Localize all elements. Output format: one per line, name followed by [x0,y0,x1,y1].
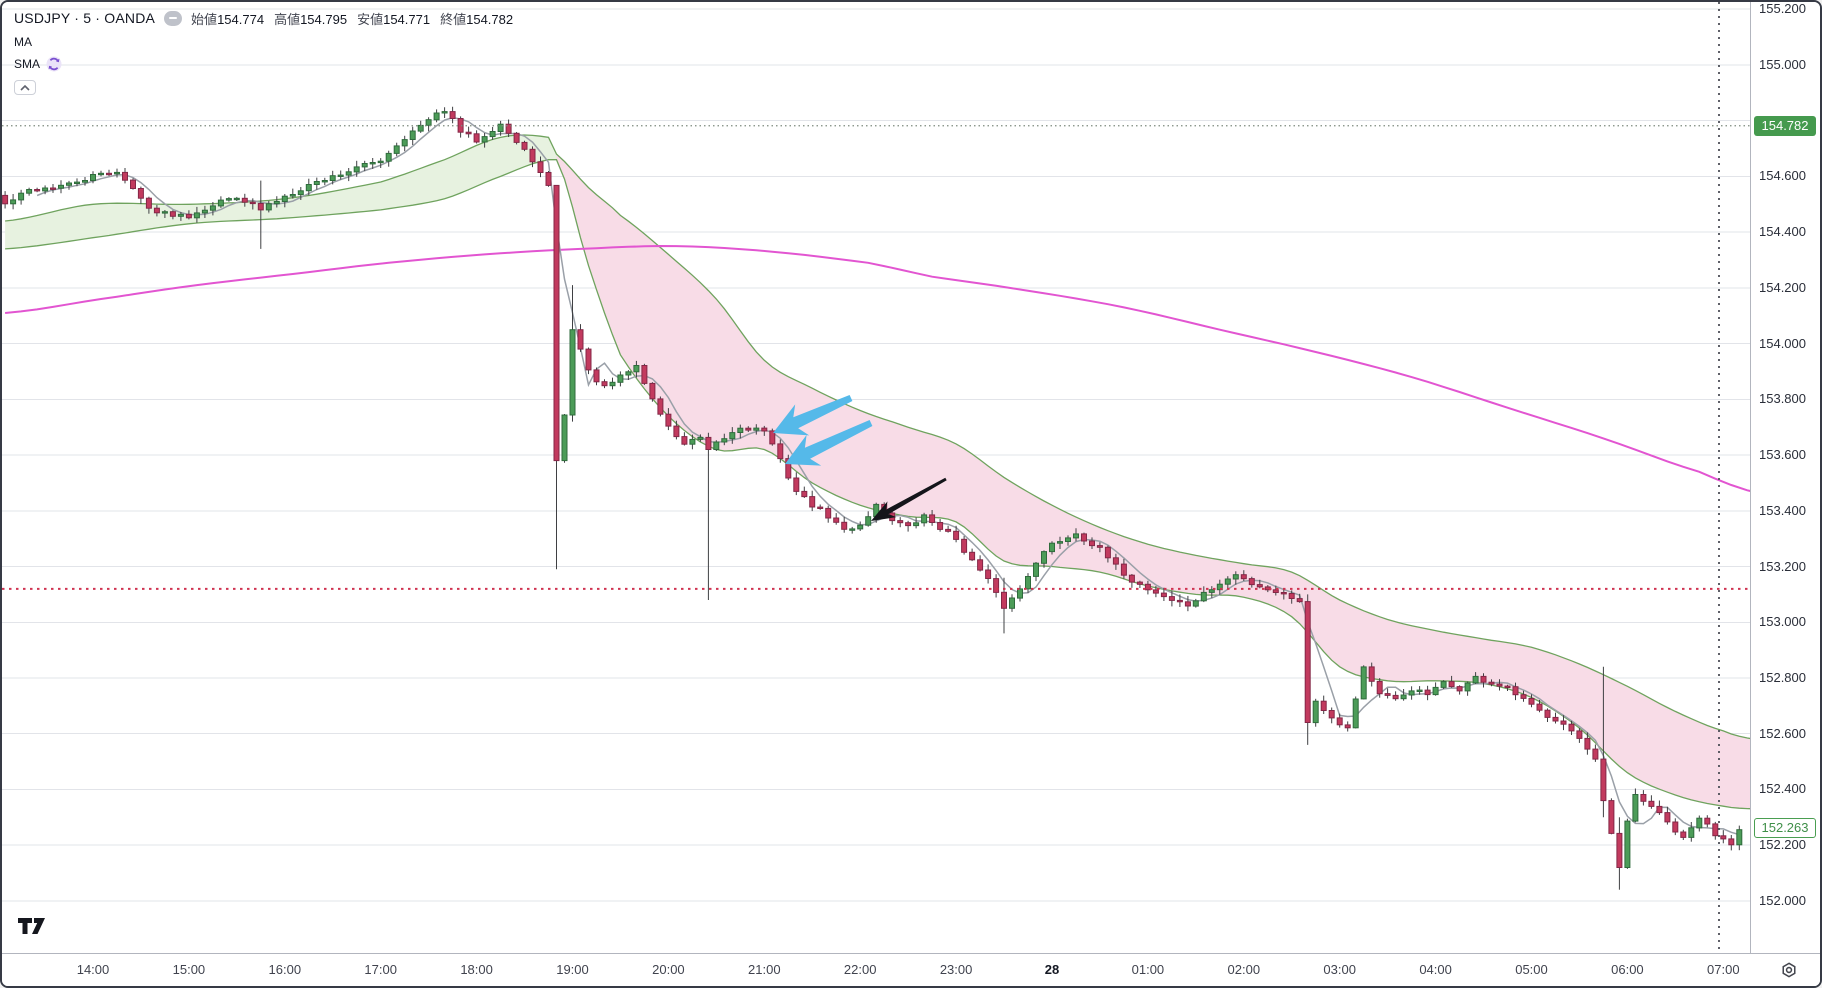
axis-settings-gear-icon[interactable] [1780,961,1800,981]
price-tick-label: 155.200 [1759,1,1806,17]
price-line-badge: 154.782 [1754,115,1816,136]
price-tick-label: 154.400 [1759,224,1806,240]
high-label: 高値 [274,11,301,27]
high-value: 154.795 [300,11,348,27]
indicator-ma-label[interactable]: MA [14,35,32,49]
legend-collapse-button[interactable] [14,80,36,95]
long-sma-line [5,244,1750,492]
time-tick-label: 28 [1044,962,1060,977]
indicator-sma-label[interactable]: SMA [14,57,41,71]
price-tick-label: 154.600 [1759,168,1806,184]
time-tick-label: 22:00 [843,962,877,977]
open-value: 154.774 [217,11,265,27]
price-tick-label: 152.600 [1759,725,1806,741]
time-tick-label: 19:00 [556,962,589,977]
time-tick-label: 18:00 [460,962,493,977]
close-label: 終値 [440,11,467,27]
gear-icon [1782,962,1796,978]
time-tick-label: 03:00 [1323,962,1356,977]
tradingview-logo[interactable] [16,915,52,939]
time-tick-label: 21:00 [748,962,781,977]
close-value: 154.782 [466,11,514,27]
price-tick-label: 152.000 [1759,892,1806,908]
last-price-badge: 152.263 [1754,817,1816,838]
time-tick-label: 16:00 [268,962,302,977]
thin-arrow-3[interactable] [871,477,947,521]
low-label: 安値 [357,11,384,27]
price-tick-label: 153.600 [1759,447,1806,463]
ma-ribbon [5,134,1750,810]
arrow-annotations [773,395,947,521]
ohlc-readout: 始値154.774 高値154.795 安値154.771 終値154.782 [191,9,513,28]
sync-loading-icon [46,56,62,72]
time-axis[interactable]: 14:00 15:00 16:00 17:00 18:00 19:00 20:00 21:00… [2,953,1820,986]
time-tick-label: 04:00 [1419,962,1452,977]
price-tick-label: 154.200 [1759,279,1806,295]
candlestick-chart[interactable] [2,2,1750,953]
minus-icon [169,17,178,19]
price-tick-label: 154.000 [1759,335,1806,351]
time-tick-label: 05:00 [1515,962,1548,977]
price-tick-label: 153.400 [1759,502,1806,518]
tradingview-logo-icon [18,918,45,934]
candles [2,106,1743,890]
hide-indicator-chip[interactable] [164,10,183,26]
time-tick-label: 06:00 [1611,962,1644,977]
symbol-title[interactable]: USDJPY · 5 · OANDA [14,10,156,26]
low-value: 154.771 [383,11,431,27]
price-axis[interactable]: 155.200155.000154.800154.600154.400154.2… [1750,2,1820,986]
chevron-up-icon [20,84,30,91]
price-tick-label: 152.800 [1759,669,1806,685]
price-tick-label: 152.200 [1759,837,1806,853]
time-tick-label: 01:00 [1131,962,1165,977]
time-tick-label: 15:00 [172,962,206,977]
open-label: 始値 [191,11,218,27]
time-tick-label: 20:00 [652,962,685,977]
price-tick-label: 153.000 [1759,614,1806,630]
time-tick-label: 23:00 [939,962,973,977]
price-pane[interactable]: USDJPY · 5 · OANDA 始値154.774 高値154.795 安… [2,2,1750,953]
marker-arrow-1[interactable] [773,395,853,436]
legend: USDJPY · 5 · OANDA 始値154.774 高値154.795 安… [14,8,513,95]
time-tick-label: 17:00 [364,962,397,977]
price-tick-label: 152.400 [1759,781,1806,797]
price-tick-label: 153.800 [1759,391,1806,407]
time-tick-label: 07:00 [1707,962,1740,977]
price-tick-label: 155.000 [1759,56,1806,72]
marker-arrow-2[interactable] [785,420,873,466]
price-tick-label: 153.200 [1759,558,1806,574]
time-tick-label: 02:00 [1227,962,1261,977]
time-tick-label: 14:00 [76,962,110,977]
